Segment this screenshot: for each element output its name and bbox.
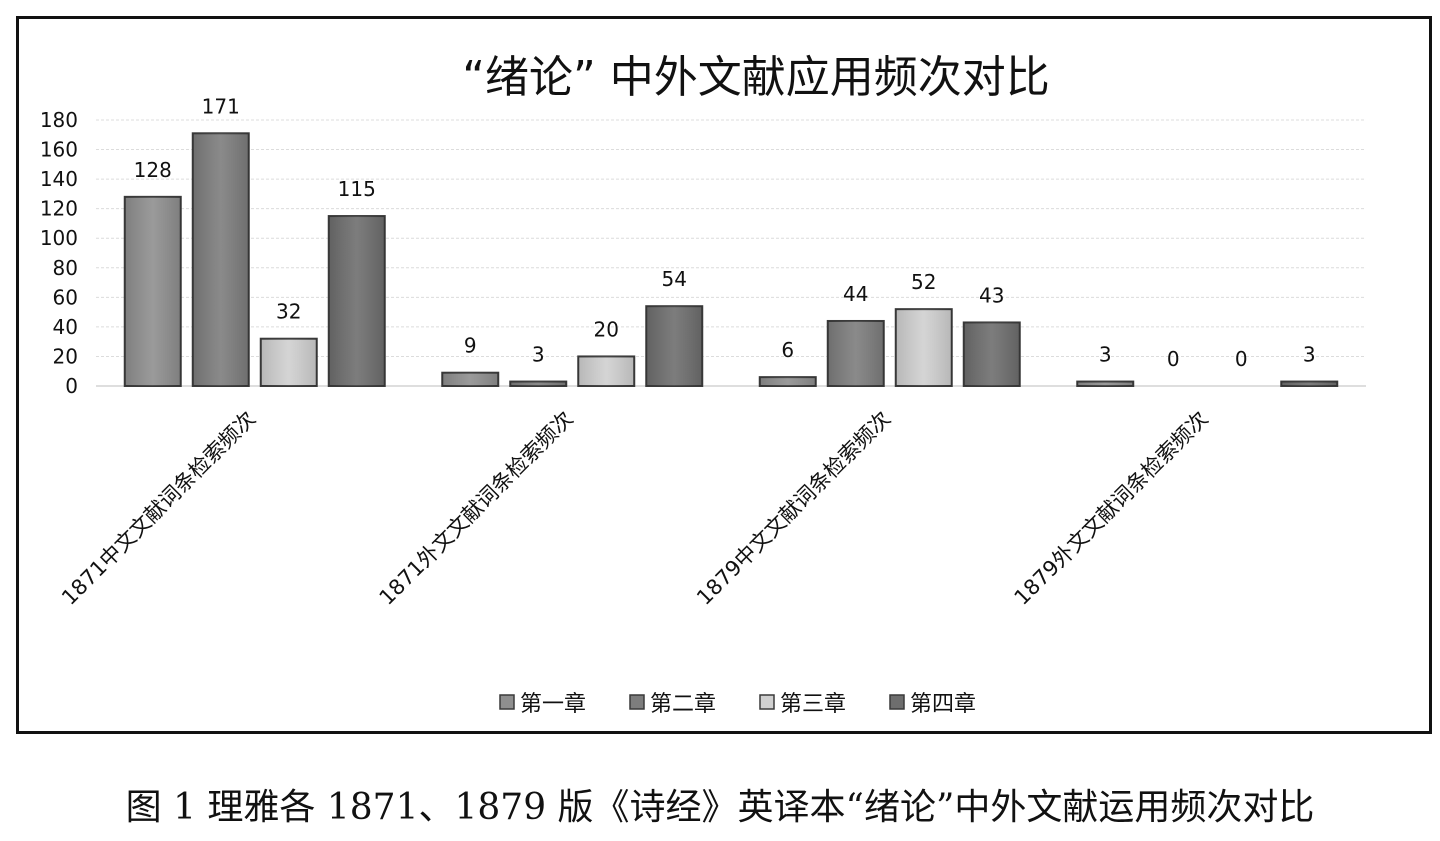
data-label: 3: [1099, 343, 1112, 367]
chart-title: “绪论” 中外文献应用频次对比: [462, 52, 1050, 103]
legend-swatch: [889, 694, 905, 710]
legend-label: 第二章: [650, 692, 716, 717]
bar-shading: [260, 338, 317, 386]
data-label: 0: [1167, 347, 1180, 371]
bar-shading: [895, 309, 952, 386]
bar-shading: [963, 322, 1020, 386]
y-tick-label: 60: [53, 285, 78, 309]
legend-swatch: [759, 694, 775, 710]
data-label: 0: [1235, 347, 1248, 371]
y-tick-label: 180: [40, 108, 78, 132]
data-label: 20: [594, 317, 619, 341]
data-label: 6: [781, 338, 794, 362]
bars: [123, 132, 1339, 388]
legend-label: 第一章: [520, 692, 586, 717]
category-label: 1871中文文献词条检索频次: [57, 407, 260, 610]
y-tick-label: 100: [40, 226, 78, 250]
bar-shading: [646, 306, 703, 386]
figure-caption: 图 1 理雅各 1871、1879 版《诗经》英译本“绪论”中外文献运用频次对比: [125, 787, 1315, 828]
data-label: 54: [662, 267, 687, 291]
data-label: 128: [134, 158, 172, 182]
legend-label: 第三章: [780, 692, 846, 717]
y-tick-label: 20: [53, 344, 78, 368]
category-label: 1879中文文献词条检索频次: [692, 407, 895, 610]
bar-shading: [1077, 381, 1134, 386]
data-label: 52: [911, 270, 936, 294]
legend: 第一章 第二章 第三章 第四章: [499, 692, 976, 717]
chart-frame: [16, 16, 1432, 734]
category-label: 1871外文文献词条检索频次: [375, 407, 578, 610]
y-tick-label: 0: [65, 374, 78, 398]
bar-shading: [1281, 381, 1338, 386]
y-axis: 0 20 40 60 80 100 120 140 160 180: [40, 108, 78, 398]
data-label: 3: [1303, 343, 1316, 367]
data-labels: 128 171 32 115 9 3 20 54 6 44 52 43 3 0 0 3: [134, 94, 1316, 371]
bar-shading: [192, 133, 249, 386]
y-tick-label: 40: [53, 315, 78, 339]
data-label: 3: [532, 343, 545, 367]
legend-swatch: [499, 694, 515, 710]
data-label: 44: [843, 282, 868, 306]
bar-shading: [124, 196, 181, 386]
y-tick-label: 140: [40, 167, 78, 191]
bar-chart: “绪论” 中外文献应用频次对比 020406080100120140160180…: [40, 52, 1366, 717]
y-tick-label: 80: [53, 256, 78, 280]
legend-swatch: [629, 694, 645, 710]
bar-shading: [759, 377, 816, 386]
bar-shading: [510, 381, 567, 386]
y-tick-label: 160: [40, 138, 78, 162]
bar-shading: [442, 372, 499, 386]
category-labels: 1871中文文献词条检索频次 1871外文文献词条检索频次 1879中文文献词条检索…: [57, 407, 1213, 610]
data-label: 115: [338, 177, 376, 201]
y-tick-label: 120: [40, 197, 78, 221]
bar-shading: [827, 320, 884, 386]
data-label: 9: [464, 334, 477, 358]
bar-shading: [578, 356, 635, 386]
bar-shading: [328, 216, 385, 386]
data-label: 32: [276, 300, 301, 324]
data-label: 43: [979, 283, 1004, 307]
category-label: 1879外文文献词条检索频次: [1010, 407, 1213, 610]
legend-label: 第四章: [910, 692, 976, 717]
data-label: 171: [202, 94, 240, 118]
